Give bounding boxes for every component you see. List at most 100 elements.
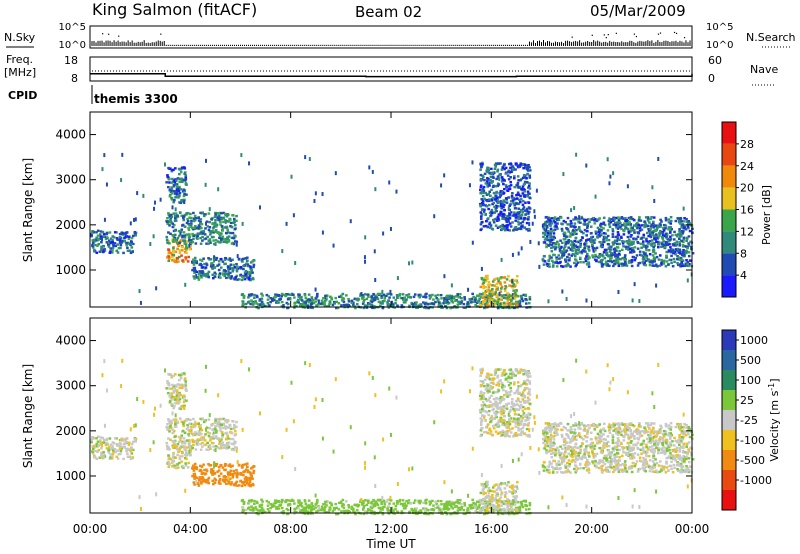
- power-echo-cell: [440, 297, 443, 300]
- power-echo-cell: [239, 274, 242, 277]
- power-echo-cell: [185, 251, 188, 255]
- velocity-echo-cell: [232, 448, 236, 452]
- power-echo-cell: [172, 200, 176, 204]
- power-echo-cell: [630, 233, 633, 237]
- velocity-echo-cell: [247, 484, 251, 487]
- power-echo-cell: [625, 247, 628, 250]
- power-echo-cell: [506, 218, 510, 221]
- velocity-echo-cell: [109, 443, 113, 446]
- power-echo-cell: [517, 251, 520, 256]
- power-echo-cell: [662, 240, 665, 243]
- velocity-echo-cell: [218, 442, 221, 446]
- power-echo-cell: [134, 217, 137, 222]
- power-echo-cell: [554, 246, 558, 249]
- power-echo-cell: [123, 232, 126, 236]
- velocity-echo-cell: [166, 381, 170, 385]
- power-echo-cell: [513, 198, 517, 201]
- velocity-echo-cell: [474, 509, 477, 513]
- power-echo-cell: [257, 306, 260, 310]
- power-echo-cell: [504, 294, 507, 297]
- power-echo-cell: [243, 277, 247, 281]
- power-echo-cell: [105, 236, 109, 239]
- power-echo-cell: [578, 215, 581, 220]
- velocity-echo-cell: [229, 430, 232, 434]
- power-echo-cell: [334, 296, 338, 300]
- power-echo-cell: [493, 205, 496, 209]
- power-echo-cell: [517, 179, 520, 182]
- power-echo-cell: [549, 238, 552, 242]
- power-echo-cell: [498, 225, 502, 229]
- power-echo-cell: [242, 296, 246, 300]
- power-echo-cell: [635, 238, 638, 241]
- power-echo-cell: [524, 297, 527, 301]
- power-echo-cell: [500, 257, 503, 262]
- power-echo-cell: [476, 305, 479, 308]
- power-echo-cell: [526, 195, 529, 198]
- power-echo-cell: [507, 275, 510, 278]
- power-echo-cell: [649, 259, 653, 262]
- power-echo-cell: [652, 248, 656, 251]
- power-echo-cell: [687, 222, 691, 225]
- power-echo-cell: [510, 170, 513, 174]
- power-echo-cell: [563, 231, 567, 234]
- power-echo-cell: [645, 239, 648, 243]
- power-echo-cell: [390, 300, 394, 304]
- velocity-echo-cell: [91, 452, 95, 455]
- power-echo-cell: [621, 224, 624, 227]
- power-echo-cell: [671, 234, 674, 237]
- power-echo-cell: [483, 302, 487, 306]
- power-echo-cell: [438, 301, 441, 304]
- power-echo-cell: [182, 188, 186, 191]
- power-echo-cell: [623, 222, 626, 225]
- velocity-echo-cell: [269, 506, 272, 510]
- power-echo-cell: [253, 296, 256, 300]
- power-echo-cell: [489, 194, 492, 198]
- power-echo-cell: [414, 303, 417, 307]
- power-echo-cell: [495, 217, 498, 220]
- power-echo-cell: [649, 231, 652, 234]
- power-echo-cell: [210, 218, 214, 221]
- power-echo-cell: [577, 220, 580, 224]
- power-echo-cell: [180, 198, 184, 202]
- power-echo-cell: [309, 304, 313, 307]
- velocity-echo-cell: [471, 498, 474, 502]
- velocity-echo-cell: [427, 512, 431, 516]
- power-echo-cell: [276, 301, 279, 304]
- velocity-echo-cell: [180, 404, 184, 408]
- power-echo-cell: [120, 178, 123, 183]
- power-echo-cell: [183, 225, 187, 228]
- velocity-echo-cell: [402, 504, 405, 507]
- power-echo-cell: [119, 246, 122, 250]
- velocity-echo-cell: [168, 457, 171, 460]
- power-echo-cell: [276, 294, 280, 297]
- velocity-echo-cell: [231, 442, 235, 446]
- power-echo-cell: [443, 296, 446, 300]
- velocity-echo-cell: [373, 512, 376, 516]
- power-echo-cell: [630, 243, 633, 246]
- power-echo-cell: [543, 228, 547, 231]
- power-echo-cell: [241, 304, 244, 307]
- power-echo-cell: [511, 192, 514, 195]
- power-echo-cell: [485, 304, 489, 307]
- power-echo-cell: [426, 303, 430, 306]
- power-echo-cell: [182, 178, 186, 182]
- power-echo-cell: [510, 196, 514, 199]
- power-echo-cell: [242, 264, 245, 268]
- velocity-echo-cell: [120, 445, 124, 449]
- power-echo-cell: [218, 236, 221, 240]
- power-echo-cell: [255, 295, 259, 299]
- power-echo-cell: [111, 246, 115, 250]
- power-echo-cell: [342, 303, 346, 307]
- power-echo-cell: [192, 266, 196, 270]
- velocity-echo-cell: [299, 503, 302, 507]
- velocity-echo-cell: [109, 447, 113, 450]
- power-echo-cell: [183, 172, 187, 175]
- power-echo-cell: [580, 251, 584, 255]
- power-echo-cell: [153, 206, 156, 211]
- power-echo-cell: [560, 227, 564, 231]
- power-echo-cell: [642, 255, 645, 258]
- power-echo-cell: [122, 240, 126, 243]
- power-echo-cell: [573, 261, 576, 265]
- noise-right-tick-bottom: 10^0: [706, 40, 733, 51]
- power-echo-cell: [523, 182, 526, 185]
